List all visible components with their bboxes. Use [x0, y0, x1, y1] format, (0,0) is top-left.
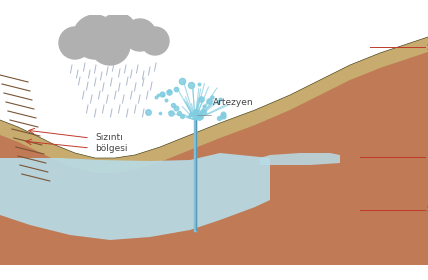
Circle shape — [59, 27, 91, 59]
Polygon shape — [0, 15, 428, 158]
Circle shape — [90, 25, 130, 65]
Polygon shape — [0, 37, 428, 173]
Circle shape — [141, 27, 169, 55]
Circle shape — [73, 15, 117, 59]
Polygon shape — [0, 153, 270, 240]
Polygon shape — [0, 37, 428, 265]
Text: Yer altı suyu: Yer altı suyu — [427, 153, 428, 162]
Circle shape — [124, 19, 156, 51]
Polygon shape — [260, 153, 340, 165]
Text: Sızıntı
bölgesi: Sızıntı bölgesi — [95, 133, 128, 153]
Circle shape — [100, 13, 136, 49]
Text: Su geçiren bölge: Su geçiren bölge — [427, 43, 428, 52]
Text: Artezyen: Artezyen — [213, 98, 254, 107]
Text: Su geçirmeyen bölge: Su geçirmeyen bölge — [427, 206, 428, 214]
